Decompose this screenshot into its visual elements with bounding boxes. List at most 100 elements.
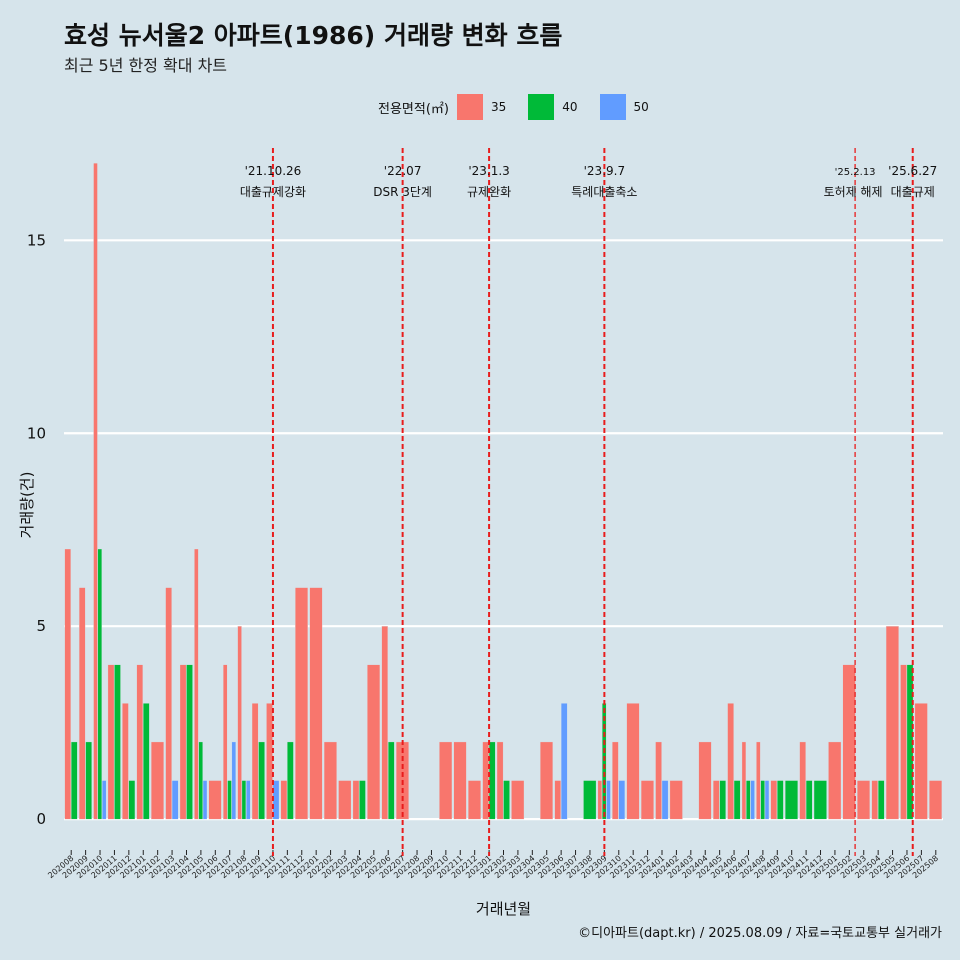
bar-202410-40	[785, 780, 798, 820]
bar-202310-50	[618, 780, 626, 820]
y-tick-label-0: 0	[36, 810, 46, 828]
bar-202401-50	[661, 780, 669, 820]
bar-202411-35	[799, 741, 806, 820]
bar-202501-35	[828, 741, 842, 820]
event-date-5: '25.6.27	[888, 164, 937, 178]
x-axis-title: 거래년월	[476, 900, 531, 918]
bar-202505-35	[885, 626, 899, 820]
bar-202011-40	[114, 664, 121, 820]
bar-202106-35	[208, 780, 222, 820]
bar-202103-35	[165, 587, 172, 820]
bar-202408-50	[764, 780, 770, 820]
bar-202305-35	[540, 741, 553, 820]
legend-swatch-40	[528, 94, 555, 120]
bar-202407-50	[750, 780, 755, 820]
bar-202504-40	[878, 780, 885, 820]
bar-202502-35	[842, 664, 856, 820]
bar-202408-35	[756, 741, 761, 820]
legend-item-35: 35	[456, 94, 524, 120]
bar-202405-35	[713, 780, 720, 820]
bar-202101-40	[143, 703, 150, 820]
y-tick-label-15: 15	[27, 231, 46, 249]
bar-202507-35	[914, 703, 928, 820]
bar-202211-35	[453, 741, 467, 820]
bar-202312-35	[640, 780, 654, 820]
legend-title: 전용면적(㎡)	[378, 101, 449, 117]
bar-202212-35	[468, 780, 481, 820]
event-date-1: '22.07	[384, 164, 422, 178]
bar-202412-40	[813, 780, 827, 820]
bar-202009-35	[78, 587, 86, 820]
bar-202309-50	[606, 780, 611, 820]
bar-202206-35	[381, 626, 388, 820]
bar-202110-35	[266, 703, 273, 820]
bar-202010-40	[97, 548, 102, 820]
bar-202401-35	[655, 741, 662, 820]
bar-202012-40	[128, 780, 136, 820]
y-axis-title: 거래량(건)	[18, 472, 36, 539]
bar-202109-40	[258, 741, 265, 820]
bar-202109-35	[251, 703, 259, 820]
bar-202108-50	[246, 780, 251, 820]
bar-202107-40	[227, 780, 232, 820]
bar-202306-50	[560, 703, 568, 820]
y-tick-label-10: 10	[27, 424, 46, 442]
bar-202107-50	[231, 741, 236, 820]
bar-202402-35	[669, 780, 683, 820]
bar-202404-35	[698, 741, 712, 820]
event-text-3: 특례대출축소	[571, 185, 637, 199]
bar-202407-35	[741, 741, 747, 820]
bar-202409-40	[777, 780, 784, 820]
bar-202303-35	[511, 780, 525, 820]
source-caption: ©디아파트(dapt.kr) / 2025.08.09 / 자료=국토교통부 실…	[578, 926, 942, 941]
event-text-1: DSR 3단계	[373, 185, 432, 199]
bar-202406-35	[727, 703, 734, 820]
bar-202202-35	[323, 741, 337, 820]
bar-202008-35	[64, 548, 71, 820]
bar-202012-35	[122, 703, 129, 820]
legend-label-50: 50	[633, 100, 649, 114]
bar-202104-35	[179, 664, 187, 820]
event-text-4: 토허제 해제	[824, 185, 883, 199]
bar-202309-35	[597, 780, 602, 820]
bar-202408-40	[760, 780, 765, 820]
bar-202210-35	[439, 741, 453, 820]
bar-202204-40	[359, 780, 366, 820]
bar-202102-35	[151, 741, 164, 820]
bar-202308-40	[583, 780, 597, 820]
y-tick-label-5: 5	[36, 617, 46, 635]
bar-202508-35	[929, 780, 943, 820]
legend-swatch-50	[599, 94, 626, 120]
event-text-0: 대출규제강화	[240, 185, 306, 199]
bar-202203-35	[338, 780, 352, 820]
bar-202205-35	[367, 664, 381, 820]
legend-label-35: 35	[490, 100, 507, 114]
bar-202301-35	[482, 741, 489, 820]
bar-202010-50	[102, 780, 107, 820]
bar-202101-35	[136, 664, 144, 820]
bar-202105-35	[194, 548, 199, 820]
event-date-2: '23.1.3	[468, 164, 509, 178]
bar-202407-40	[746, 780, 751, 820]
legend-swatch-35	[456, 94, 483, 120]
bar-202411-40	[805, 780, 813, 820]
bar-202302-40	[503, 780, 510, 820]
bar-202011-35	[107, 664, 115, 820]
bar-202112-35	[295, 587, 308, 820]
bar-202503-35	[857, 780, 870, 820]
bar-202108-35	[237, 626, 242, 820]
bar-202108-40	[241, 780, 247, 820]
bar-202405-40	[719, 780, 726, 820]
event-text-5: 대출규제	[891, 185, 935, 199]
bar-202111-40	[287, 741, 294, 820]
bar-202107-35	[223, 664, 228, 820]
bar-202311-35	[626, 703, 640, 820]
bar-202310-35	[612, 741, 619, 820]
event-date-4: '25.2.13	[835, 167, 876, 178]
bar-202306-35	[554, 780, 561, 820]
bar-202409-35	[770, 780, 778, 820]
bar-202201-35	[309, 587, 323, 820]
bar-202506-35	[900, 664, 907, 820]
bar-202406-40	[733, 780, 741, 820]
